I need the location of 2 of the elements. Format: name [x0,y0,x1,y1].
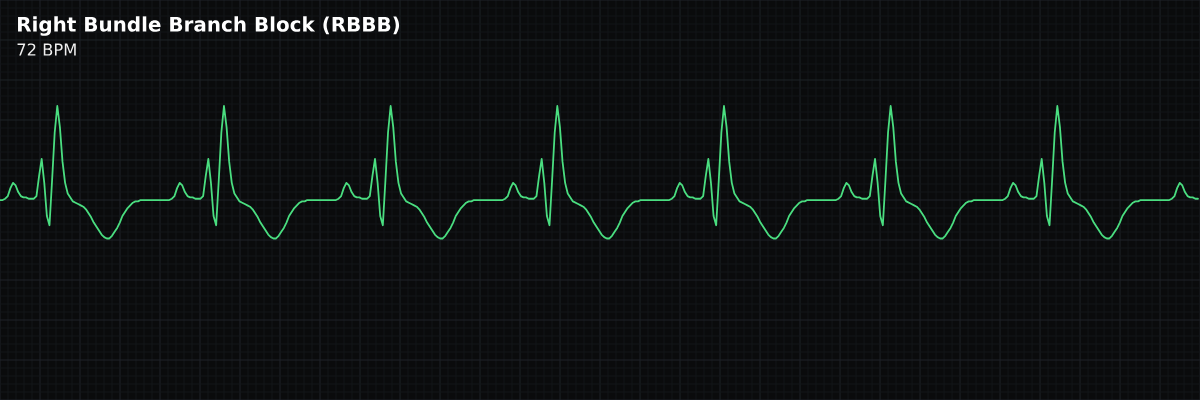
chart-subtitle: 72 BPM [17,43,76,56]
chart-title: Right Bundle Branch Block (RBBB) [18,16,400,36]
